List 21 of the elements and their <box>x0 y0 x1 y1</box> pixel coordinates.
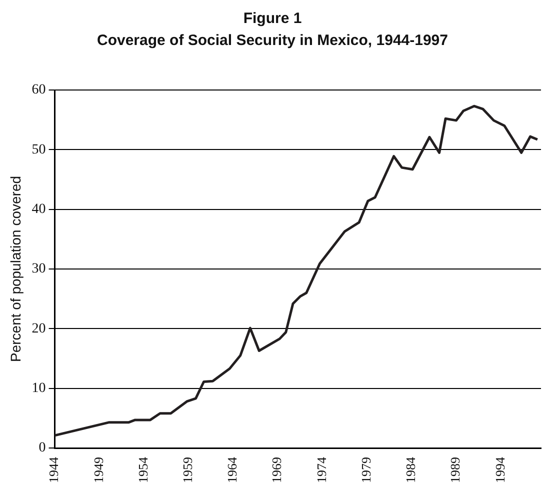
x-tick-label: 1959 <box>180 457 196 483</box>
y-tick-label: 60 <box>32 82 46 98</box>
x-tick-label: 1954 <box>135 456 150 483</box>
y-tick-label: 30 <box>32 262 46 277</box>
y-axis-title: Percent of population covered <box>7 176 24 362</box>
x-tick-label: 1944 <box>46 456 62 483</box>
chart-subtitle: Coverage of Social Security in Mexico, 1944-1997 <box>97 32 448 50</box>
chart-title: Figure 1 <box>243 10 302 28</box>
x-tick-label: 1994 <box>492 456 508 483</box>
x-tick-label: 1989 <box>448 457 463 483</box>
x-tick-label: 1964 <box>224 456 240 483</box>
x-tick-label: 1949 <box>90 457 106 483</box>
y-tick-label: 20 <box>32 321 46 336</box>
y-tick-label: 0 <box>38 440 46 456</box>
y-tick-label: 40 <box>32 202 46 218</box>
y-tick-label: 50 <box>32 142 46 158</box>
x-tick-label: 1974 <box>314 456 329 483</box>
x-tick-label: 1969 <box>269 457 284 483</box>
y-tick-label: 10 <box>32 381 46 396</box>
x-tick-label: 1984 <box>403 456 418 483</box>
x-tick-label: 1979 <box>358 457 374 483</box>
